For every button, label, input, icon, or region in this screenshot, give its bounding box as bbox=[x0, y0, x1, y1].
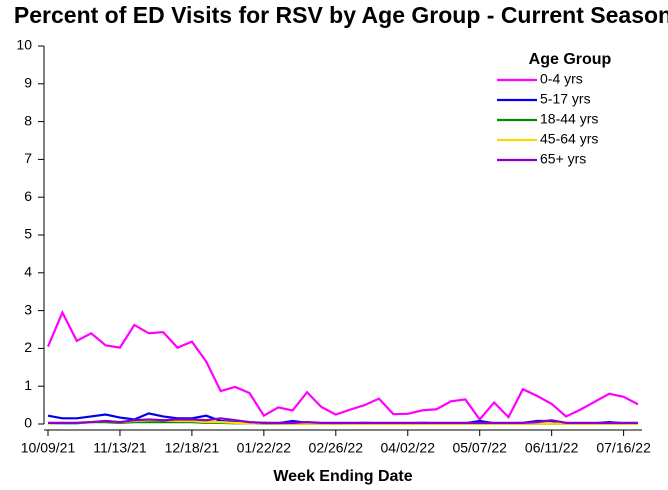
legend-title: Age Group bbox=[529, 51, 612, 68]
x-tick-label: 06/11/22 bbox=[525, 440, 579, 456]
x-tick-label: 04/02/22 bbox=[381, 440, 436, 456]
x-tick-label: 01/22/22 bbox=[237, 440, 292, 456]
x-tick-label: 02/26/22 bbox=[309, 440, 364, 456]
x-tick-label: 07/16/22 bbox=[596, 440, 651, 456]
x-tick-label: 11/13/21 bbox=[93, 440, 147, 456]
legend-label: 45-64 yrs bbox=[540, 131, 598, 147]
y-tick-label: 1 bbox=[24, 377, 32, 393]
y-tick-label: 10 bbox=[16, 37, 32, 53]
x-tick-label: 10/09/21 bbox=[21, 440, 76, 456]
y-tick-label: 8 bbox=[24, 112, 32, 128]
legend-label: 18-44 yrs bbox=[540, 111, 598, 127]
y-tick-label: 6 bbox=[24, 188, 32, 204]
y-tick-label: 5 bbox=[24, 226, 32, 242]
x-tick-label: 05/07/22 bbox=[452, 440, 507, 456]
x-tick-label: 12/18/21 bbox=[165, 440, 220, 456]
series-line bbox=[46, 309, 639, 422]
legend-label: 65+ yrs bbox=[540, 151, 586, 167]
y-tick-label: 2 bbox=[24, 339, 32, 355]
chart-title: Percent of ED Visits for RSV by Age Grou… bbox=[14, 2, 668, 28]
legend-label: 5-17 yrs bbox=[540, 91, 591, 107]
x-axis-label: Week Ending Date bbox=[273, 468, 412, 485]
series-line bbox=[48, 417, 638, 424]
y-tick-label: 9 bbox=[24, 75, 32, 91]
y-tick-label: 7 bbox=[24, 150, 32, 166]
y-tick-label: 0 bbox=[24, 415, 32, 431]
y-tick-label: 3 bbox=[24, 301, 32, 317]
legend-label: 0-4 yrs bbox=[540, 71, 583, 87]
y-tick-label: 4 bbox=[24, 264, 32, 280]
